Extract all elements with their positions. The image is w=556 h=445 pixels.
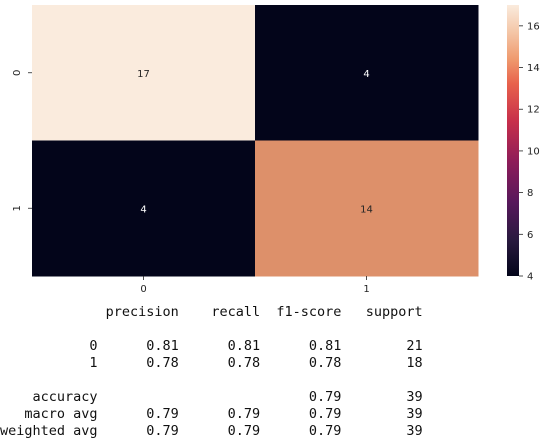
colorbar-tick-label-10: 10 [527, 146, 540, 157]
report-header: precision recall f1-score support [0, 304, 423, 320]
report-row: accuracy 0.79 39 [0, 389, 423, 405]
report-row: macro avg 0.79 0.79 0.79 39 [0, 406, 423, 422]
cell-annotation-1-1: 14 [360, 204, 373, 215]
colorbar-tick-label-12: 12 [527, 105, 540, 116]
cell-annotation-0-1: 4 [363, 69, 369, 80]
confusion-matrix-heatmap: 17 4 4 14 0 1 0 1 4 6 8 10 12 14 16 [12, 5, 540, 295]
heatmap-cell-0-1 [255, 5, 479, 141]
heatmap-cell-1-0 [32, 140, 256, 277]
colorbar-tick-label-6: 6 [527, 230, 533, 241]
y-tick-label-1: 1 [12, 205, 23, 211]
y-tick-label-0: 0 [12, 70, 23, 76]
x-tick-label-1: 1 [363, 284, 369, 295]
cell-annotation-1-0: 4 [140, 204, 146, 215]
report-row: weighted avg 0.79 0.79 0.79 39 [0, 423, 423, 439]
colorbar-tick-label-8: 8 [527, 188, 533, 199]
classification-report: precision recall f1-score support 0 0.81… [0, 304, 423, 440]
heatmap-cell-1-1 [255, 140, 479, 277]
x-tick-label-0: 0 [140, 284, 146, 295]
cell-annotation-0-0: 17 [137, 69, 150, 80]
colorbar-tick-label-4: 4 [527, 272, 533, 283]
colorbar [507, 5, 519, 276]
report-row: 0 0.81 0.81 0.81 21 [0, 338, 423, 354]
colorbar-tick-label-14: 14 [527, 63, 540, 74]
heatmap-cell-0-0 [32, 5, 256, 141]
colorbar-tick-label-16: 16 [527, 21, 540, 32]
report-row: 1 0.78 0.78 0.78 18 [0, 355, 423, 371]
